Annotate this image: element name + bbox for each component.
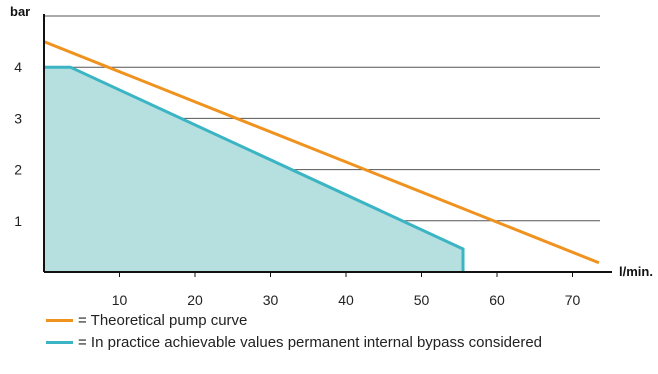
x-tick-label-70: 70 bbox=[565, 292, 581, 308]
x-tick-label-30: 30 bbox=[263, 292, 279, 308]
legend-label-theoretical: = Theoretical pump curve bbox=[78, 312, 247, 329]
y-ticks: 1 2 3 4 bbox=[14, 59, 22, 229]
x-tick-label-10: 10 bbox=[112, 292, 128, 308]
legend-item-practical: = In practice achievable values permanen… bbox=[46, 331, 542, 353]
y-tick-label-1: 1 bbox=[14, 213, 22, 229]
legend-swatch-teal bbox=[46, 341, 73, 344]
x-axis-title: l/min. bbox=[619, 264, 653, 279]
legend-label-practical: = In practice achievable values permanen… bbox=[78, 334, 542, 351]
x-tick-label-50: 50 bbox=[414, 292, 430, 308]
legend-swatch-orange bbox=[46, 319, 73, 322]
series-group bbox=[44, 42, 599, 272]
legend: = Theoretical pump curve = In practice a… bbox=[46, 309, 542, 353]
x-tick-label-40: 40 bbox=[338, 292, 354, 308]
y-tick-label-2: 2 bbox=[14, 162, 22, 178]
x-tick-label-60: 60 bbox=[489, 292, 505, 308]
y-axis-title: bar bbox=[10, 4, 30, 19]
y-tick-label-3: 3 bbox=[14, 110, 22, 126]
x-tick-label-20: 20 bbox=[187, 292, 203, 308]
x-ticks: 10 20 30 40 50 60 70 bbox=[112, 272, 581, 308]
legend-item-theoretical: = Theoretical pump curve bbox=[46, 309, 542, 331]
y-tick-label-4: 4 bbox=[14, 59, 22, 75]
